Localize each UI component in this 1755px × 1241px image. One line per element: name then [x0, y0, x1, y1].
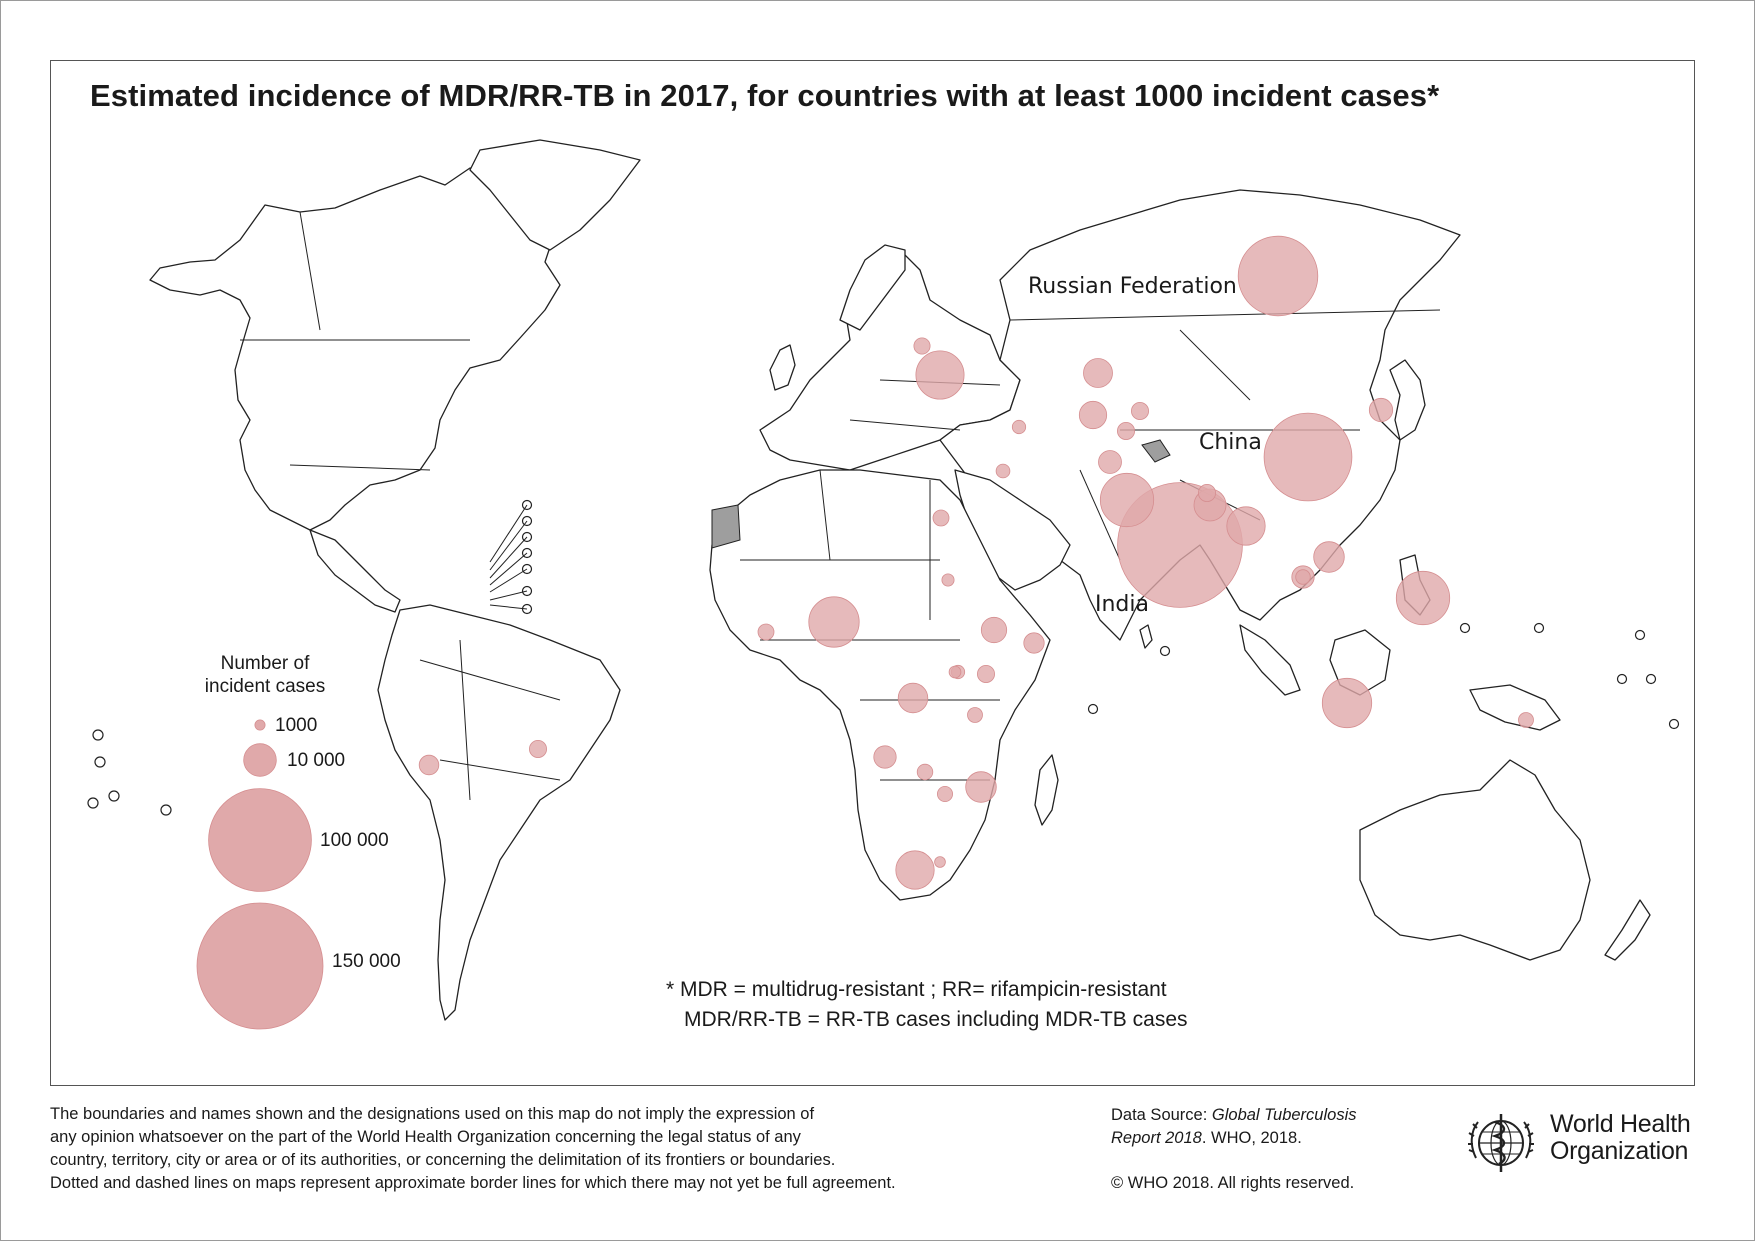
legend-label-100000: 100 000 — [320, 830, 389, 851]
bubble-egypt — [932, 509, 950, 527]
label-china: China — [1199, 430, 1262, 455]
source-prefix: Data Source: — [1111, 1106, 1212, 1124]
bubble-indonesia — [1321, 677, 1373, 729]
kashmir-na — [1141, 439, 1171, 463]
bubble-dr-congo — [897, 682, 929, 714]
central-america-shape — [309, 529, 401, 613]
bubble-tajikistan — [1117, 421, 1136, 440]
who-line2: Organization — [1550, 1137, 1689, 1165]
legend-title-line1: Number of — [220, 653, 310, 674]
legend-title-line2: incident cases — [204, 676, 326, 697]
south-america-shape — [377, 604, 621, 1021]
western-sahara-na — [711, 504, 741, 549]
disclaimer-line4: Dotted and dashed lines on maps represen… — [50, 1174, 896, 1192]
uk-shape — [769, 344, 796, 391]
source-italic: Global Tuberculosis — [1211, 1106, 1357, 1124]
legend-title: Number of incident cases — [190, 652, 340, 698]
bubble-cameroon — [757, 623, 775, 641]
bubble-ukraine — [915, 350, 965, 400]
disclaimer-line1: The boundaries and names shown and the d… — [50, 1105, 815, 1123]
bubble-somalia — [1023, 632, 1045, 654]
who-emblem-icon — [1468, 1114, 1534, 1172]
bubble-belarus — [913, 337, 931, 355]
copyright: © WHO 2018. All rights reserved. — [1111, 1174, 1355, 1192]
sumatra-shape — [1239, 624, 1301, 696]
bubble-viet-nam — [1313, 541, 1345, 573]
bubble-cambodia — [1295, 569, 1311, 585]
bubble-uzbekistan — [1078, 400, 1108, 430]
bubble-russian-federation — [1237, 235, 1319, 317]
europe-shape — [759, 249, 1021, 471]
who-line1: World Health — [1550, 1110, 1691, 1138]
bubble-pakistan — [1099, 472, 1155, 528]
legend-circle-1000 — [254, 719, 266, 731]
legend-circle-10000 — [243, 743, 277, 777]
bubble-ethiopia — [980, 616, 1008, 644]
greenland-shape — [469, 139, 641, 251]
data-source: Data Source: Global Tuberculosis Report … — [1111, 1104, 1356, 1150]
who-wordmark: World Health Organization — [1550, 1110, 1691, 1165]
legend-circle-100000 — [208, 788, 312, 892]
label-russian-federation: Russian Federation — [1028, 274, 1237, 299]
sri-lanka-shape — [1139, 624, 1153, 649]
footnote-line2: MDR/RR-TB = RR-TB cases including MDR-TB… — [684, 1008, 1188, 1031]
australia-shape — [1359, 759, 1591, 961]
bubble-north-korea — [1368, 397, 1394, 423]
disclaimer: The boundaries and names shown and the d… — [50, 1103, 1090, 1195]
bubble-mozambique — [965, 771, 997, 803]
caribbean-leader-lines — [489, 504, 528, 610]
source-suffix: . WHO, 2018. — [1201, 1129, 1302, 1147]
source-italic2: Report 2018 — [1111, 1129, 1202, 1147]
label-india: India — [1095, 592, 1149, 617]
bubble-rwanda — [948, 665, 962, 679]
bubble-sudan — [941, 573, 955, 587]
map-title: Estimated incidence of MDR/RR-TB in 2017… — [90, 78, 1440, 113]
map-frame — [50, 60, 1695, 1086]
africa-shape — [709, 469, 1051, 901]
footnote-line1: * MDR = multidrug-resistant ; RR= rifamp… — [666, 978, 1167, 1001]
bubble-azerbaijan — [1011, 419, 1027, 435]
bubble-zambia — [916, 763, 934, 781]
bubble-kyrgyzstan — [1131, 401, 1150, 420]
bubble-layer — [418, 235, 1534, 890]
disclaimer-line3: country, territory, city or area or of i… — [50, 1151, 836, 1169]
bubble-peru — [418, 754, 440, 776]
bubble-kazakhstan — [1083, 358, 1113, 388]
bubble-angola — [873, 745, 897, 769]
bubble-china — [1263, 412, 1353, 502]
bubble-zimbabwe — [937, 786, 954, 803]
legend-label-10000: 10 000 — [287, 750, 346, 771]
bubble-nigeria — [808, 596, 860, 648]
bubble-south-africa — [895, 850, 935, 890]
bubble-afghanistan — [1098, 450, 1122, 474]
bubble-papua-new-guinea — [1518, 712, 1534, 728]
bubble-kenya — [977, 665, 996, 684]
land-layer — [149, 139, 1651, 1021]
bubble-philippines — [1395, 570, 1451, 626]
bubble-malawi — [934, 856, 946, 868]
bubble-tanzania — [967, 707, 983, 723]
legend-label-150000: 150 000 — [332, 951, 401, 972]
new-guinea-shape — [1469, 684, 1561, 731]
madagascar-shape — [1034, 754, 1059, 826]
scandinavia-shape — [839, 244, 906, 331]
bubble-iraq — [995, 463, 1011, 479]
legend-circle-150000 — [196, 902, 324, 1030]
disclaimer-line2: any opinion whatsoever on the part of th… — [50, 1128, 801, 1146]
bubble-nepal — [1198, 483, 1217, 502]
bubble-myanmar — [1226, 506, 1266, 546]
legend-label-1000: 1000 — [275, 715, 318, 736]
north-america-shape — [149, 167, 561, 531]
japan-shape — [1389, 359, 1426, 441]
bubble-brazil — [529, 740, 548, 759]
legend-circles — [196, 719, 324, 1030]
new-zealand-shape — [1604, 899, 1651, 961]
footnote: * MDR = multidrug-resistant ; RR= rifamp… — [666, 975, 1188, 1035]
